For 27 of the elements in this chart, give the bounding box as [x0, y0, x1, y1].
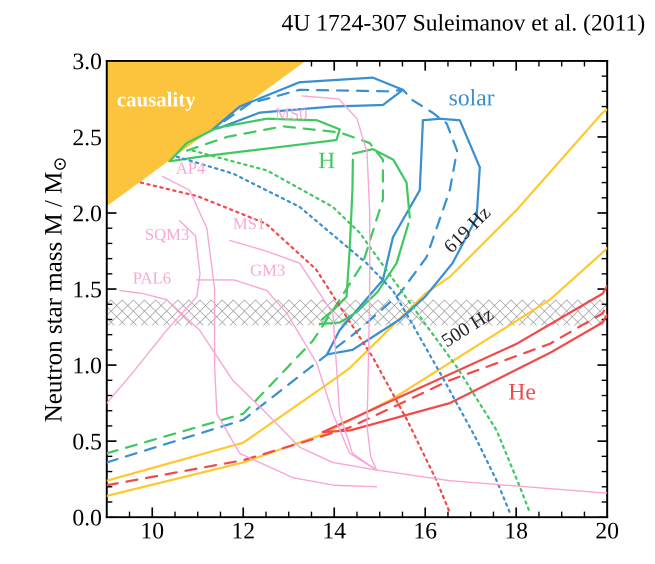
- x-tick-label: 18: [506, 522, 528, 539]
- series-label: H: [318, 152, 334, 168]
- x-tick-label: 16: [415, 522, 436, 539]
- y-tick-label: 0.0: [73, 510, 102, 526]
- series-label: SQM3: [146, 228, 189, 243]
- series-label: He: [509, 384, 536, 400]
- text: 619 Hz: [442, 205, 492, 254]
- series-label: causality: [118, 92, 196, 111]
- series-label: MS1: [233, 218, 264, 230]
- text: 500 Hz: [440, 306, 494, 348]
- series-label: PAL6: [133, 272, 171, 284]
- y-tick-label: 2.5: [73, 130, 101, 146]
- x-tick-label: 20: [596, 522, 618, 539]
- series-label: AP4: [176, 162, 206, 174]
- y-tick-label: 3.0: [74, 53, 102, 70]
- chart-title: 4U 1724-307 Suleimanov et al. (2011): [282, 14, 644, 36]
- y-tick-label: 0.5: [73, 434, 101, 450]
- series-label: GM3: [250, 264, 285, 276]
- series-label: solar: [450, 88, 494, 106]
- series-label: MS0: [276, 108, 307, 120]
- x-tick-label: 12: [234, 522, 254, 538]
- y-tick-label: 1.0: [74, 358, 102, 374]
- y-tick-label: 2.0: [73, 205, 102, 222]
- y-axis-title: Neutron star mass M / M$_{⊙}$: [45, 158, 66, 422]
- x-tick-label: 10: [142, 522, 164, 539]
- y-tick-label: 1.5: [74, 282, 101, 298]
- x-tick-label: 14: [324, 522, 346, 538]
